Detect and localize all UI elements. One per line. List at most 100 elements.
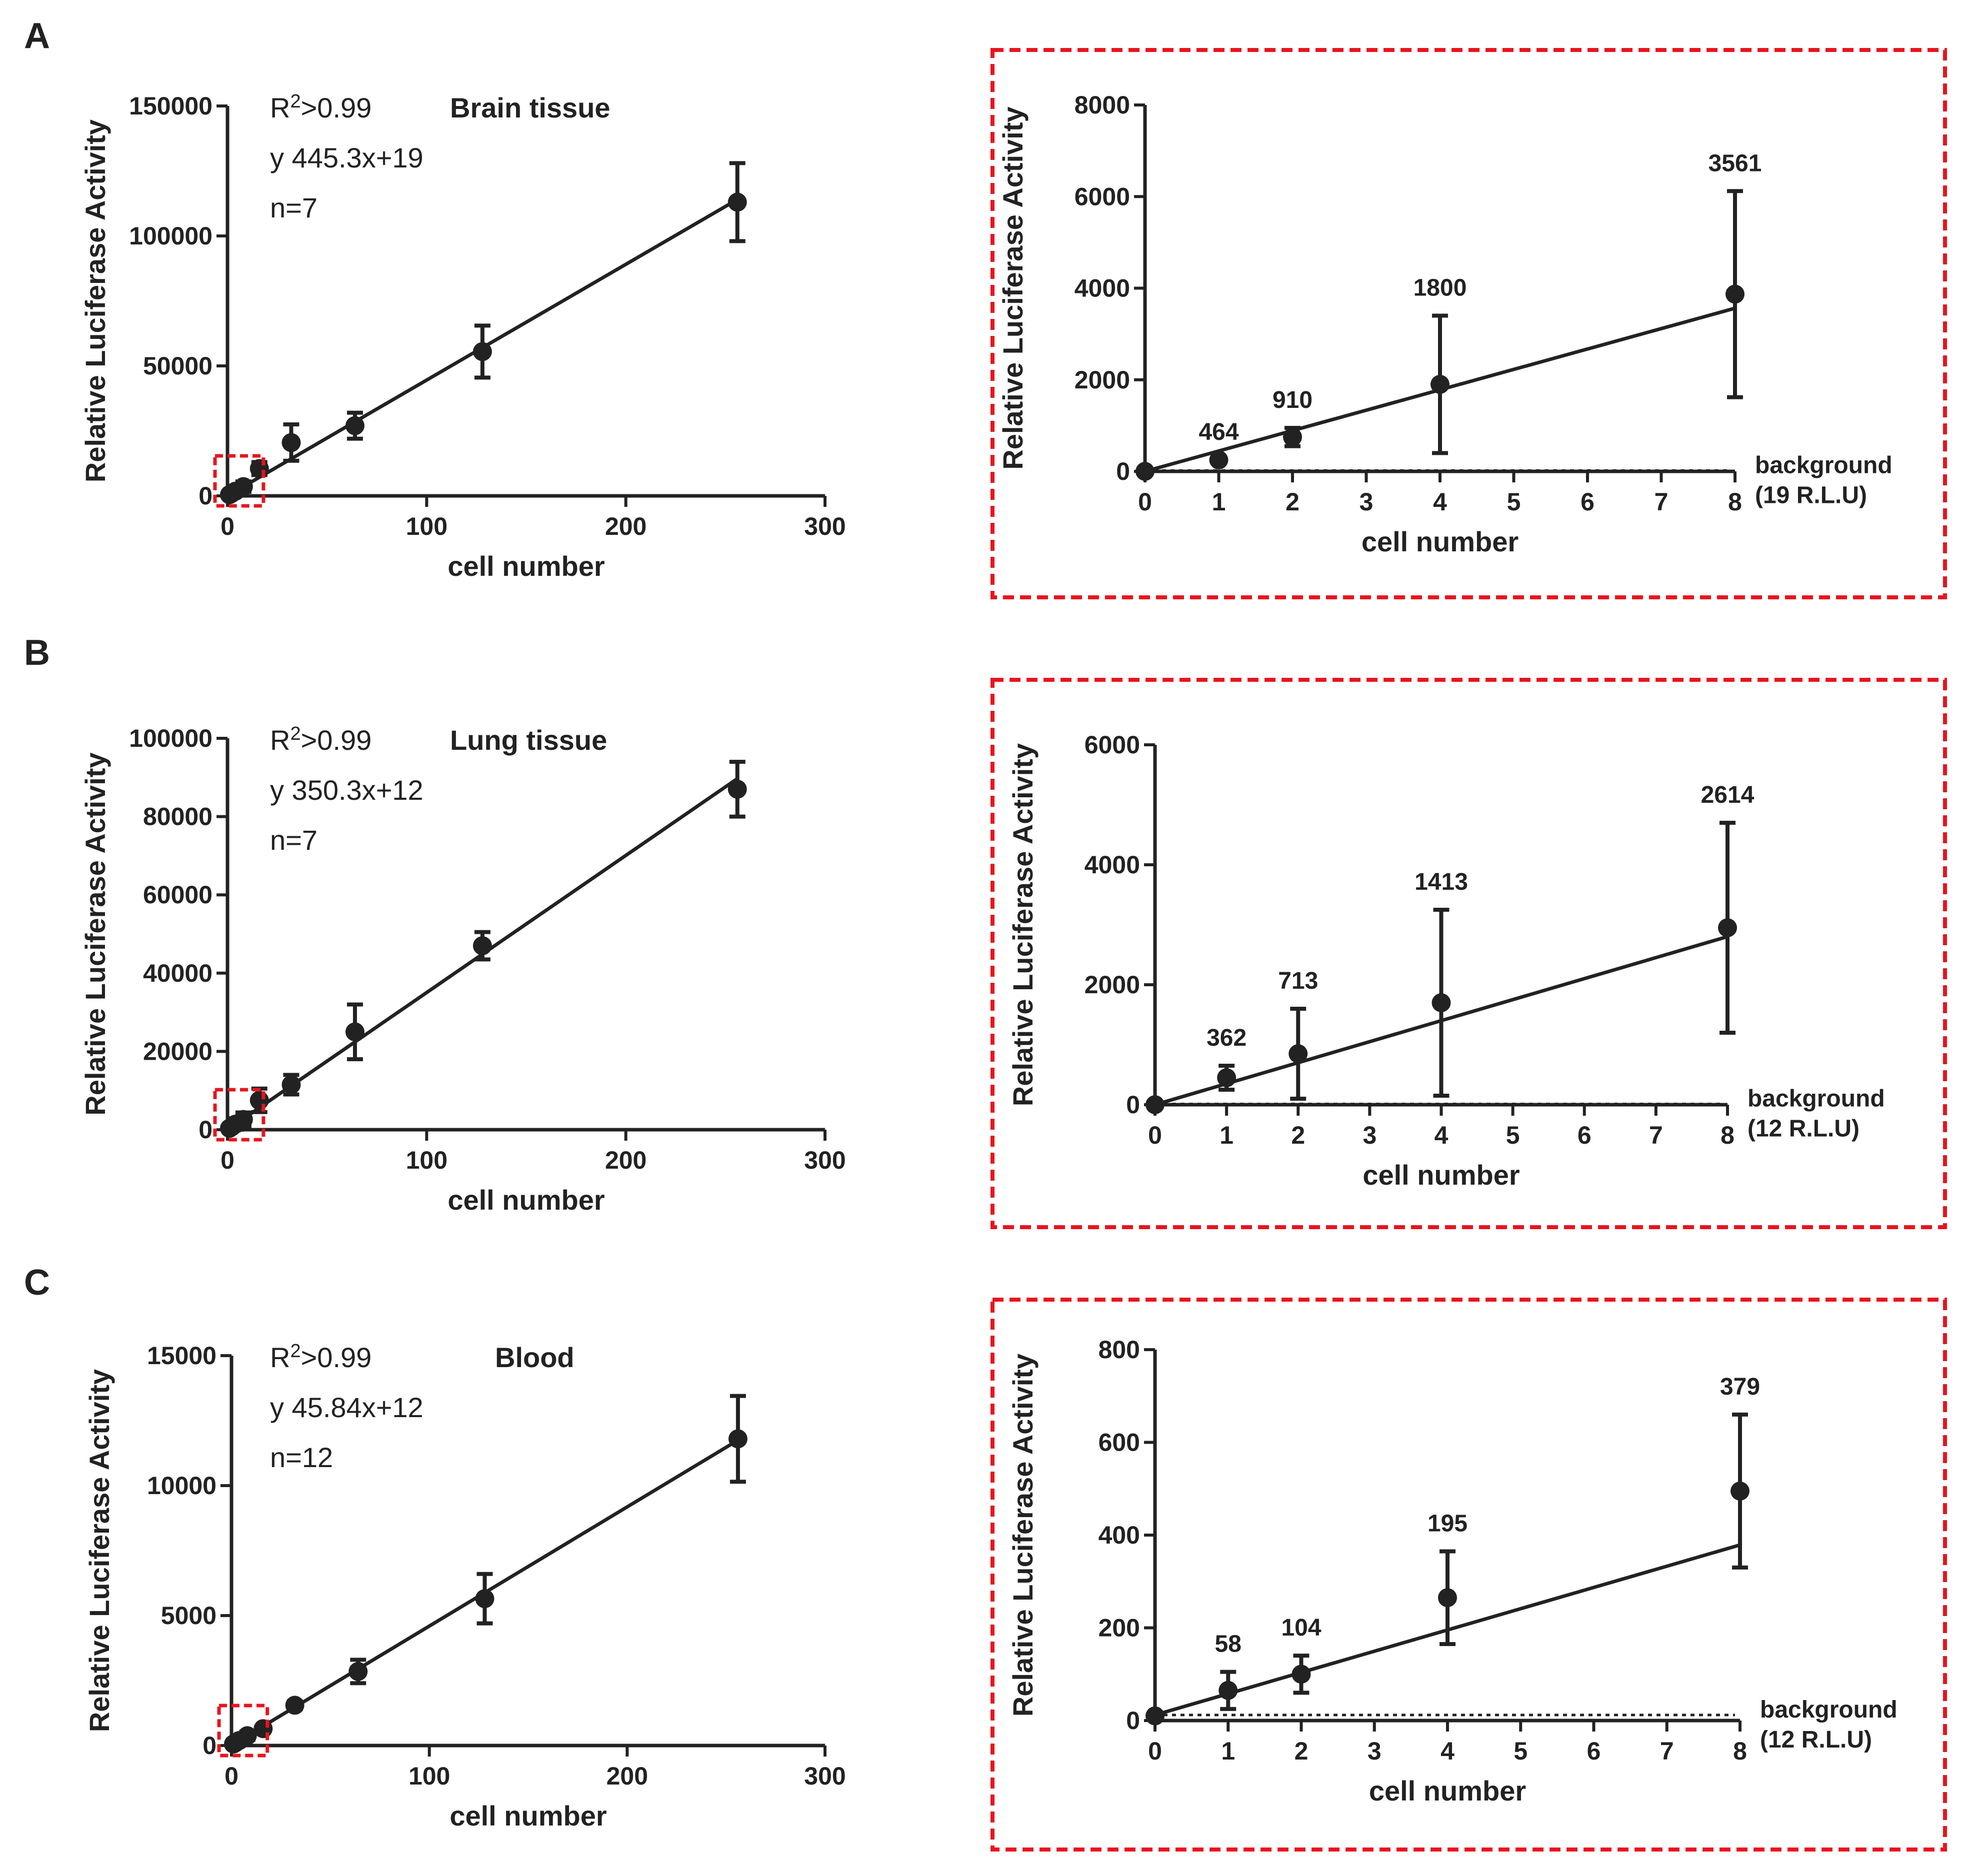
y-tick-label: 200 bbox=[1098, 1614, 1140, 1642]
background-label: background bbox=[1748, 1086, 1885, 1112]
x-tick-label: 200 bbox=[605, 1146, 646, 1174]
y-tick-label: 150000 bbox=[129, 92, 212, 120]
zoom-frame-c bbox=[990, 1298, 1947, 1852]
background-value-label: (12 R.L.U) bbox=[1760, 1727, 1872, 1753]
data-label: 104 bbox=[1281, 1615, 1321, 1641]
x-tick-label: 6 bbox=[1580, 488, 1594, 516]
x-tick-label: 6 bbox=[1587, 1737, 1601, 1765]
data-point bbox=[1283, 427, 1302, 447]
y-tick-label: 0 bbox=[198, 1116, 212, 1144]
y-axis-label: Relative Luciferase Activity bbox=[997, 106, 1028, 469]
chart-c-main: 0 5000 10000 15000 0 100 200 300 cell number Rela… bbox=[84, 1341, 846, 1832]
y-tick-label: 2000 bbox=[1074, 366, 1130, 394]
y-tick-label: 8000 bbox=[1074, 91, 1130, 119]
data-label: 1800 bbox=[1414, 274, 1467, 301]
x-tick-label: 0 bbox=[220, 1146, 234, 1174]
data-point bbox=[238, 1726, 257, 1746]
data-point bbox=[1292, 1665, 1311, 1684]
data-label: 362 bbox=[1206, 1025, 1246, 1051]
tissue-label: Brain tissue bbox=[450, 92, 610, 123]
background-label: background bbox=[1755, 452, 1892, 478]
x-tick-label: 4 bbox=[1440, 1737, 1454, 1765]
y-tick-label: 4000 bbox=[1074, 274, 1130, 302]
chart-b-main: 0 20000 40000 60000 80000 100000 0 100 200 300 cel… bbox=[80, 723, 846, 1216]
y-tick-label: 400 bbox=[1098, 1521, 1140, 1549]
x-tick-label: 8 bbox=[1733, 1737, 1747, 1765]
y-tick-label: 600 bbox=[1098, 1429, 1140, 1457]
x-tick-label: 3 bbox=[1368, 1737, 1382, 1765]
x-tick-label: 6 bbox=[1578, 1121, 1592, 1149]
data-point bbox=[1209, 450, 1228, 470]
tissue-label: Blood bbox=[495, 1342, 574, 1373]
data-point bbox=[728, 779, 747, 799]
data-point bbox=[234, 1110, 253, 1129]
x-tick-label: 4 bbox=[1433, 488, 1447, 516]
x-axis-label: cell number bbox=[448, 550, 604, 582]
x-tick-label: 100 bbox=[406, 1146, 448, 1174]
x-tick-label: 200 bbox=[606, 1762, 648, 1790]
data-point bbox=[250, 459, 269, 478]
y-tick-label: 40000 bbox=[143, 959, 212, 987]
x-tick-label: 5 bbox=[1507, 488, 1521, 516]
n-label: n=12 bbox=[270, 1442, 333, 1473]
x-tick-label: 0 bbox=[224, 1762, 238, 1790]
r-squared-label: R2>0.99 bbox=[270, 723, 372, 756]
y-axis-label: Relative Luciferase Activity bbox=[80, 752, 111, 1115]
data-point bbox=[472, 936, 492, 955]
data-point bbox=[250, 1091, 269, 1110]
y-tick-label: 0 bbox=[1126, 1707, 1140, 1735]
x-tick-label: 3 bbox=[1360, 488, 1374, 516]
x-tick-label: 7 bbox=[1660, 1737, 1674, 1765]
r-squared-label: R2>0.99 bbox=[270, 91, 372, 123]
x-tick-label: 0 bbox=[1148, 1121, 1162, 1149]
data-label: 2614 bbox=[1701, 782, 1754, 808]
n-label: n=7 bbox=[270, 824, 318, 856]
data-label: 379 bbox=[1720, 1374, 1760, 1400]
data-point bbox=[1218, 1681, 1238, 1700]
data-point bbox=[728, 1429, 748, 1449]
panel-label-c: C bbox=[24, 1263, 50, 1303]
n-label: n=7 bbox=[270, 192, 318, 223]
x-tick-label: 100 bbox=[408, 1762, 450, 1790]
x-tick-label: 5 bbox=[1506, 1121, 1520, 1149]
data-point bbox=[1146, 1095, 1164, 1114]
x-axis-label: cell number bbox=[1362, 526, 1518, 557]
y-axis-label: Relative Luciferase Activity bbox=[80, 119, 111, 482]
x-tick-label: 2 bbox=[1291, 1121, 1305, 1149]
y-axis-label: Relative Luciferase Activity bbox=[84, 1369, 115, 1732]
x-tick-label: 8 bbox=[1728, 488, 1742, 516]
x-tick-label: 4 bbox=[1434, 1121, 1448, 1149]
equation-label: y 45.84x+12 bbox=[270, 1392, 424, 1423]
x-tick-label: 7 bbox=[1654, 488, 1668, 516]
x-axis-label: cell number bbox=[1369, 1775, 1526, 1807]
zoom-frame-b bbox=[990, 678, 1947, 1229]
r-squared-label: R2>0.99 bbox=[270, 1341, 372, 1373]
x-tick-label: 0 bbox=[220, 512, 234, 540]
data-point bbox=[1288, 1044, 1308, 1063]
data-point bbox=[475, 1589, 494, 1609]
y-tick-label: 5000 bbox=[161, 1602, 216, 1630]
data-point bbox=[472, 342, 492, 361]
y-tick-label: 6000 bbox=[1084, 731, 1140, 759]
y-tick-label: 0 bbox=[202, 1732, 216, 1760]
data-label: 58 bbox=[1215, 1631, 1242, 1658]
y-tick-label: 100000 bbox=[129, 222, 212, 250]
x-tick-label: 3 bbox=[1362, 1121, 1376, 1149]
y-tick-label: 0 bbox=[198, 482, 212, 510]
y-axis-label: Relative Luciferase Activity bbox=[1007, 1354, 1038, 1717]
x-tick-label: 2 bbox=[1294, 1737, 1308, 1765]
x-tick-label: 1 bbox=[1220, 1121, 1234, 1149]
data-point bbox=[282, 433, 301, 452]
x-tick-label: 300 bbox=[804, 512, 846, 540]
data-label: 713 bbox=[1278, 968, 1318, 994]
x-tick-label: 100 bbox=[406, 512, 448, 540]
x-tick-label: 7 bbox=[1649, 1121, 1663, 1149]
data-point bbox=[1432, 993, 1451, 1012]
x-tick-label: 2 bbox=[1286, 488, 1300, 516]
chart-c-inset: 0 200 400 600 800 0 1 2 3 4 5 6 7 8 cell number Relativ… bbox=[1007, 1336, 1898, 1807]
data-point bbox=[282, 1075, 301, 1094]
data-point bbox=[1217, 1068, 1236, 1087]
data-label: 1413 bbox=[1414, 869, 1468, 895]
y-tick-label: 0 bbox=[1116, 457, 1130, 485]
